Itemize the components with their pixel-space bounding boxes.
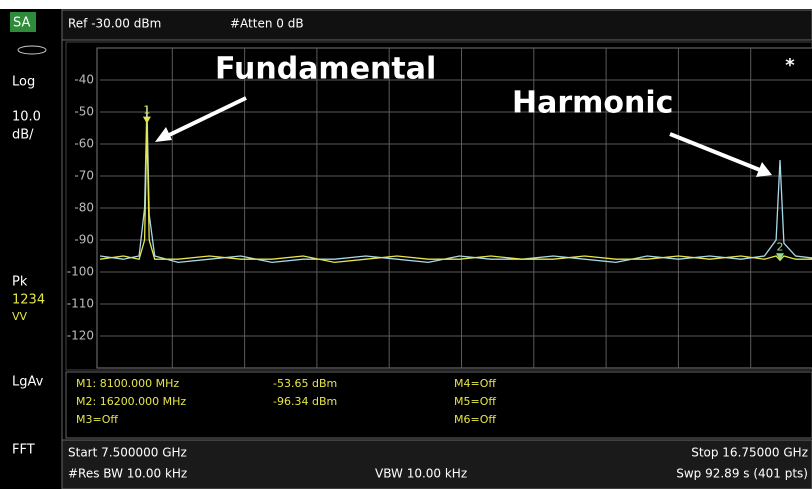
trace <box>99 123 812 264</box>
marker-label: 2 <box>777 240 784 253</box>
marker-label: 1 <box>143 104 150 117</box>
top-band <box>0 0 812 9</box>
rbw: #Res BW 10.00 kHz <box>68 467 187 481</box>
average-type: LgAv <box>12 375 44 390</box>
scale-unit: dB/ <box>12 128 34 143</box>
header-bar <box>61 9 812 41</box>
arrow-shaft <box>669 132 761 172</box>
sweep-info: Swp 92.89 s (401 pts) <box>676 467 808 481</box>
arrow-head <box>155 127 172 142</box>
mode: SA <box>13 16 30 31</box>
footer-bar <box>61 439 812 489</box>
arrow-head <box>756 162 772 177</box>
y-tick-label: -100 <box>67 265 94 279</box>
y-tick-label: -70 <box>74 169 94 183</box>
y-tick-label: -40 <box>74 73 94 87</box>
marker-freq: M3=Off <box>76 413 118 426</box>
annotation: Harmonic <box>512 86 673 121</box>
vbw: VBW 10.00 kHz <box>375 467 467 481</box>
scale-value: 10.0 <box>12 110 41 125</box>
plot: -40 -50 -60 -70 -80 -90 -100 -110 -120 * 1 2 <box>67 47 812 369</box>
ref-level: Ref -30.00 dBm <box>68 17 161 31</box>
knob-icon <box>17 45 47 55</box>
marker <box>142 116 151 124</box>
marker-off: M4=Off <box>454 377 496 390</box>
marker-off: M5=Off <box>454 395 496 408</box>
y-tick-label: -50 <box>74 105 94 119</box>
trace-numbers: 1234 <box>12 293 45 308</box>
y-tick-label: -120 <box>67 329 94 343</box>
arrow-shaft <box>164 96 247 139</box>
y-tick-label: -80 <box>74 201 94 215</box>
y-tick-label: -110 <box>67 297 94 311</box>
stop-freq: Stop 16.75000 GHz <box>691 446 808 460</box>
plot-flag: * <box>785 55 795 76</box>
marker-freq: M1: 8100.000 MHz <box>76 377 179 390</box>
marker-off: M6=Off <box>454 413 496 426</box>
attenuation: #Atten 0 dB <box>230 17 304 31</box>
mode-box <box>10 12 36 32</box>
detector: Pk <box>12 275 28 290</box>
scale-type: Log <box>12 75 35 90</box>
trace-state: VV <box>12 310 28 323</box>
sweep-type: FFT <box>12 443 35 458</box>
marker-table <box>65 371 812 439</box>
annotation: Fundamental <box>215 52 436 87</box>
y-tick-label: -90 <box>74 233 94 247</box>
marker <box>776 253 785 261</box>
marker-freq: M2: 16200.000 MHz <box>76 395 186 408</box>
y-tick-label: -60 <box>74 137 94 151</box>
marker-amp: -96.34 dBm <box>273 395 337 408</box>
start-freq: Start 7.500000 GHz <box>68 446 187 460</box>
marker-amp: -53.65 dBm <box>273 377 337 390</box>
